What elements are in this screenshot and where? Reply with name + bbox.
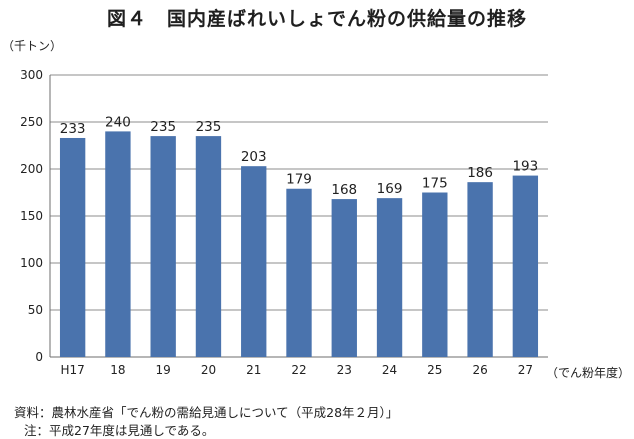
y-tick-label: 0 <box>35 350 43 364</box>
x-tick-label: 23 <box>337 363 352 377</box>
chart-title: 図４ 国内産ばれいしょでん粉の供給量の推移 <box>106 8 527 30</box>
data-label: 235 <box>150 119 176 135</box>
bar <box>512 175 539 357</box>
bar <box>195 136 222 357</box>
x-tick-label: H17 <box>60 363 84 377</box>
x-tick-label: 26 <box>472 363 487 377</box>
data-label: 179 <box>286 172 312 188</box>
x-tick-label: 22 <box>291 363 306 377</box>
bar <box>241 166 267 357</box>
x-tick-label: 25 <box>427 363 442 377</box>
x-tick-label: 18 <box>110 363 125 377</box>
data-label: 235 <box>196 119 222 135</box>
data-label: 240 <box>105 114 131 130</box>
bar-chart-svg: 0 50 100 150 200 250 300 （千トン） 233 H17 240 18 235 19 2… <box>2 39 630 380</box>
bar-chart: 0 50 100 150 200 250 300 （千トン） 233 H17 240 18 235 19 2… <box>2 39 630 380</box>
y-axis-label: （千トン） <box>2 39 62 53</box>
bar <box>59 137 86 357</box>
y-tick-label: 100 <box>20 256 43 270</box>
y-tick-label: 300 <box>20 68 43 82</box>
bar <box>422 192 448 357</box>
x-tick-label: 24 <box>382 363 397 377</box>
bar <box>286 188 312 357</box>
bar <box>331 199 357 357</box>
y-tick-label: 150 <box>20 209 43 223</box>
x-tick-label: 27 <box>518 363 533 377</box>
y-tick-label: 250 <box>20 115 43 129</box>
x-tick-label: 21 <box>246 363 261 377</box>
y-tick-label: 200 <box>20 162 43 176</box>
data-label: 169 <box>377 181 403 197</box>
data-label: 193 <box>512 159 538 175</box>
y-tick-label: 50 <box>28 303 43 317</box>
bar <box>105 131 131 357</box>
x-tick-label: 20 <box>201 363 216 377</box>
data-label: 175 <box>422 176 448 192</box>
bar <box>467 182 493 357</box>
bar <box>150 136 176 357</box>
data-label: 233 <box>60 121 86 137</box>
source-note: 資料：農林水産省「でん粉の需給見通しについて（平成28年２月）」 <box>14 405 399 420</box>
data-label: 186 <box>467 165 493 181</box>
remark-note: 注：平成27年度は見通しである。 <box>24 423 215 438</box>
data-label: 203 <box>241 149 267 165</box>
data-label: 168 <box>331 182 357 198</box>
x-axis-label: （でん粉年度） <box>546 365 630 380</box>
bar <box>376 198 403 357</box>
x-tick-label: 19 <box>156 363 171 377</box>
